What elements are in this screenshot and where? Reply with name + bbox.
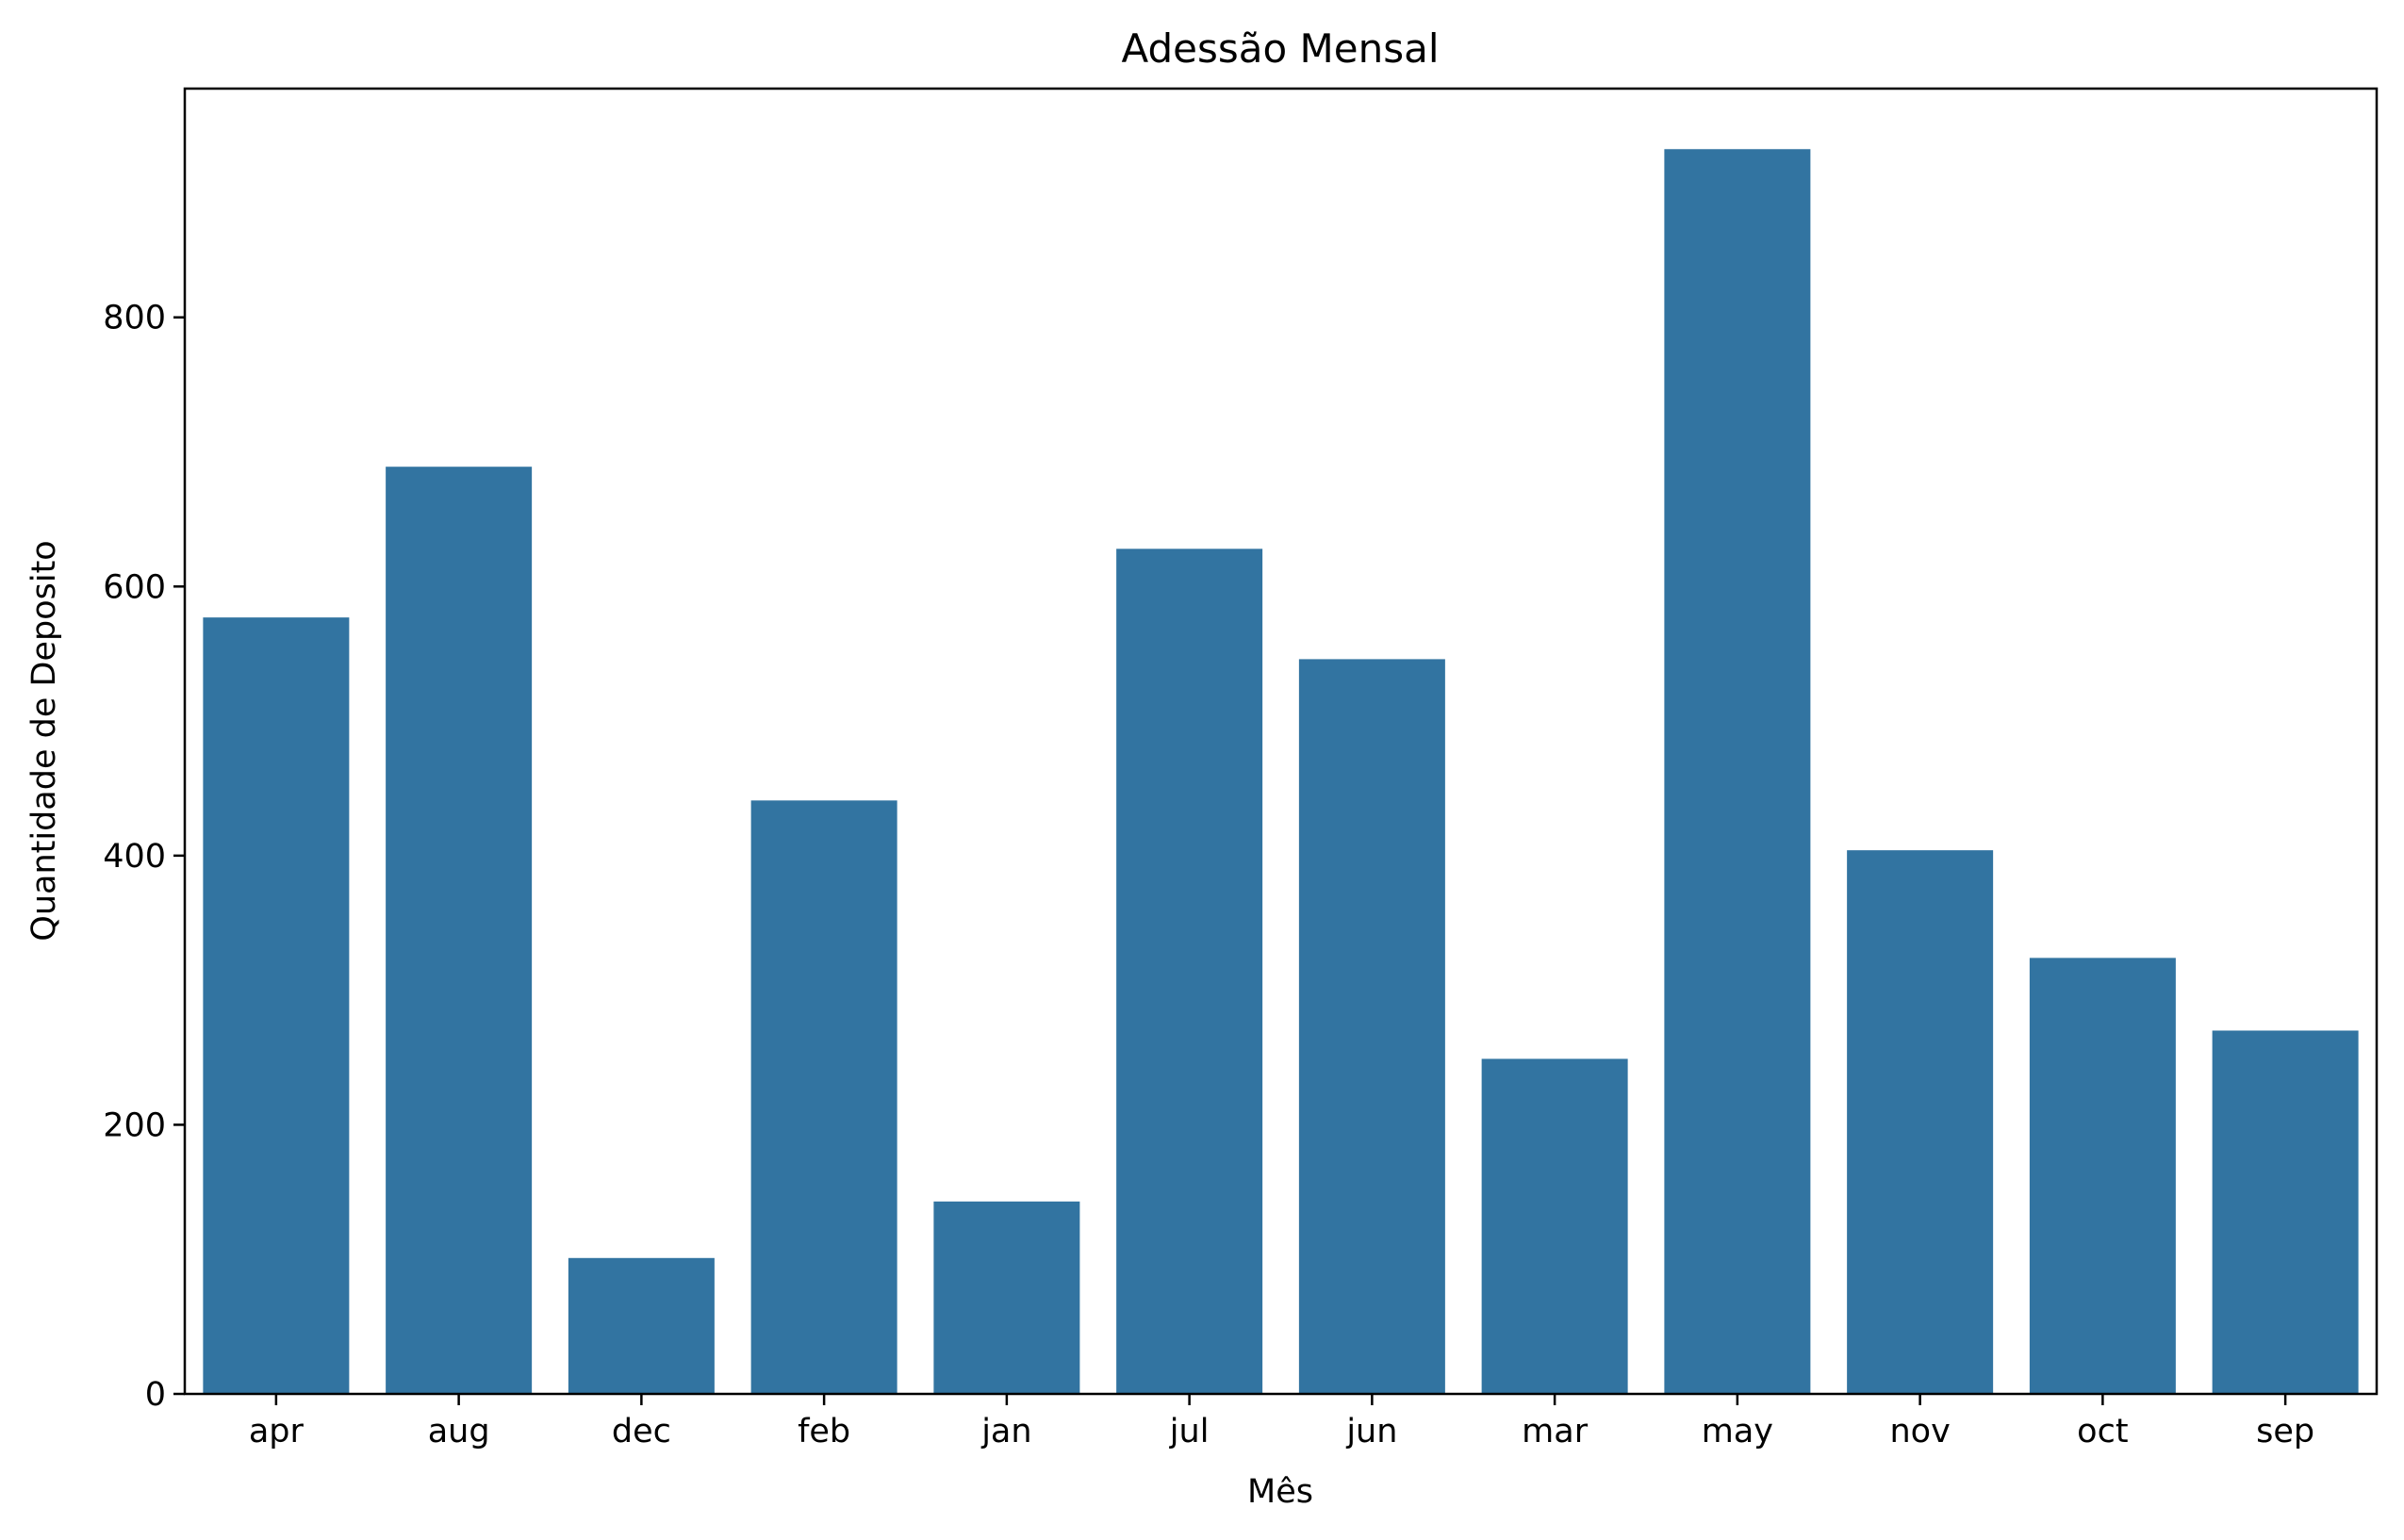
x-tick-label-aug: aug — [428, 1413, 490, 1450]
x-tick-label-mar: mar — [1522, 1413, 1589, 1450]
y-axis-ticks: 0 200 400 600 800 — [103, 300, 185, 1414]
bar-jul — [1116, 549, 1263, 1394]
bar-apr — [203, 617, 350, 1394]
x-tick-label-dec: dec — [612, 1413, 671, 1450]
plot-frame — [183, 87, 2379, 1396]
bar-may — [1664, 149, 1811, 1394]
bars-group — [203, 149, 2359, 1395]
bar-dec — [568, 1257, 715, 1394]
y-tick-label-0: 0 — [145, 1376, 166, 1414]
bar-nov — [1847, 850, 1994, 1394]
x-tick-label-apr: apr — [249, 1413, 305, 1450]
y-axis-label: Quantidade de Deposito — [25, 540, 63, 941]
bar-jan — [933, 1201, 1080, 1394]
x-tick-label-jul: jul — [1169, 1413, 1210, 1450]
x-axis-ticks: apr aug dec feb jan jul jun mar may nov oct sep — [249, 1394, 2314, 1450]
y-tick-label-600: 600 — [103, 568, 166, 606]
bar-sep — [2212, 1030, 2359, 1394]
x-tick-label-jan: jan — [980, 1413, 1031, 1450]
bar-jun — [1298, 659, 1445, 1394]
bar-oct — [2029, 958, 2176, 1394]
x-tick-label-oct: oct — [2077, 1413, 2128, 1450]
bar-feb — [750, 800, 897, 1394]
x-tick-label-feb: feb — [798, 1413, 850, 1450]
y-tick-label-200: 200 — [103, 1106, 166, 1144]
bar-aug — [386, 467, 533, 1395]
chart-title: Adessão Mensal — [1121, 25, 1439, 72]
x-tick-label-nov: nov — [1889, 1413, 1950, 1450]
x-axis-label: Mês — [1247, 1473, 1313, 1511]
bar-mar — [1481, 1058, 1628, 1394]
y-tick-label-400: 400 — [103, 838, 166, 876]
x-tick-label-may: may — [1702, 1413, 1773, 1450]
y-tick-label-800: 800 — [103, 300, 166, 337]
x-tick-label-jun: jun — [1345, 1413, 1397, 1450]
x-tick-label-sep: sep — [2256, 1413, 2314, 1450]
